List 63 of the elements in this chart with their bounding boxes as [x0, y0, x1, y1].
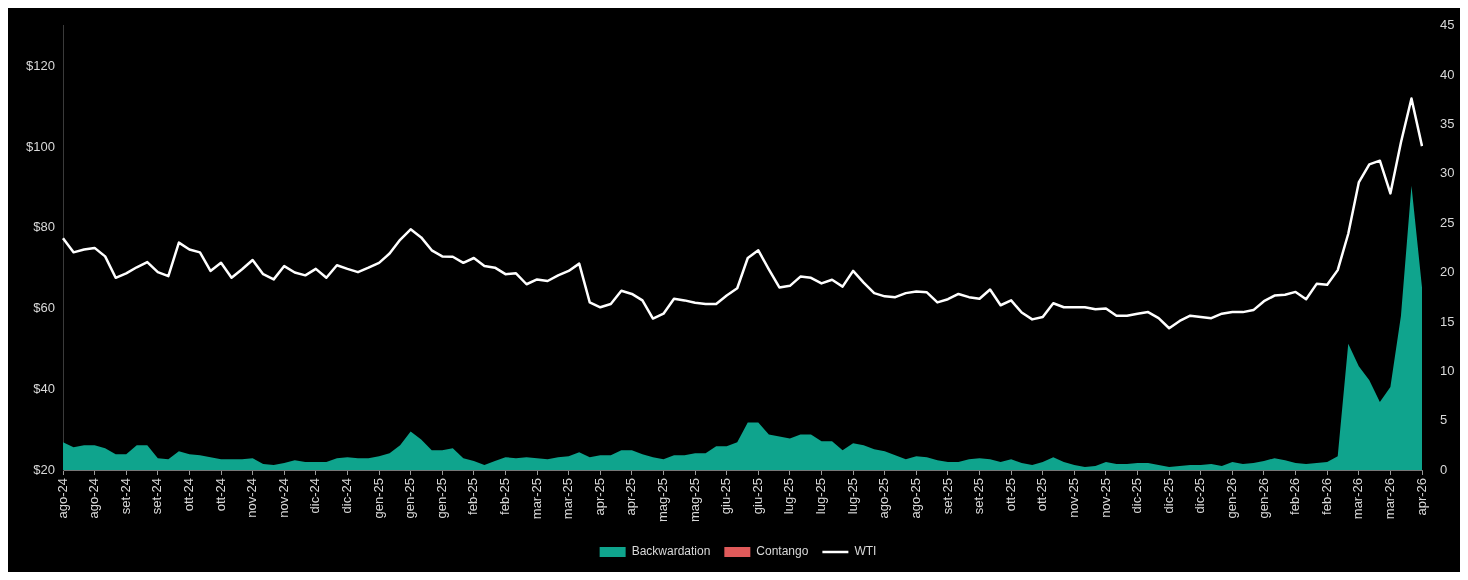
x-tick-label: set-25 — [971, 478, 987, 515]
x-tick-label: feb-26 — [1287, 478, 1303, 515]
y2-tick-label: 45 — [1440, 17, 1455, 33]
legend-label: Contango — [756, 544, 809, 559]
y2-tick-label: 15 — [1440, 313, 1455, 329]
y-tick-label: $120 — [26, 57, 55, 73]
x-tick-label: giu-25 — [749, 478, 765, 515]
y-tick-label: $100 — [26, 138, 55, 154]
x-tick-label: nov-24 — [244, 478, 260, 518]
x-tick-label: feb-25 — [497, 478, 513, 515]
y2-tick-label: 35 — [1440, 116, 1455, 132]
x-tick-label: mag-25 — [686, 478, 702, 523]
x-tick-label: apr-25 — [623, 478, 639, 516]
x-tick-label: feb-25 — [465, 478, 481, 515]
y2-tick-label: 30 — [1440, 165, 1455, 181]
x-tick-label: dic-24 — [307, 478, 323, 514]
x-tick-label: lug-25 — [844, 478, 860, 515]
x-tick-label: nov-25 — [1065, 478, 1081, 518]
x-tick-label: mar-26 — [1350, 478, 1366, 520]
x-tick-label: ott-25 — [1002, 478, 1018, 512]
legend-label: Backwardation — [631, 544, 711, 559]
x-tick-label: giu-25 — [718, 478, 734, 515]
x-tick-label: feb-26 — [1318, 478, 1334, 515]
y2-tick-label: 40 — [1440, 66, 1455, 82]
x-tick-label: dic-25 — [1129, 478, 1145, 514]
y2-tick-label: 25 — [1440, 214, 1455, 230]
x-tick-label: mar-25 — [560, 478, 576, 520]
x-tick-label: ago-25 — [876, 478, 892, 519]
x-tick-label: gen-25 — [433, 478, 449, 519]
x-tick-label: gen-26 — [1223, 478, 1239, 519]
x-tick-label: nov-24 — [275, 478, 291, 518]
x-tick-label: ago-25 — [907, 478, 923, 519]
x-tick-label: dic-24 — [339, 478, 355, 514]
x-tick-label: apr-26 — [1413, 478, 1429, 516]
x-tick-label: gen-25 — [402, 478, 418, 519]
y2-tick-label: 20 — [1440, 264, 1455, 280]
x-tick-label: gen-26 — [1255, 478, 1271, 519]
x-tick-label: set-24 — [117, 478, 133, 515]
y-tick-label: $60 — [33, 300, 55, 316]
x-tick-label: nov-25 — [1097, 478, 1113, 518]
x-tick-label: ago-24 — [54, 478, 70, 519]
x-tick-label: lug-25 — [781, 478, 797, 515]
x-tick-label: set-24 — [149, 478, 165, 515]
x-tick-label: ott-24 — [181, 478, 196, 512]
x-tick-label: mar-25 — [528, 478, 544, 520]
x-tick-label: ago-24 — [86, 478, 102, 519]
y2-tick-label: 0 — [1440, 461, 1448, 477]
y2-tick-label: 10 — [1440, 362, 1455, 378]
x-tick-label: apr-25 — [591, 478, 607, 516]
x-tick-label: lug-25 — [813, 478, 829, 515]
x-tick-label: ott-24 — [212, 478, 228, 512]
x-tick-label: gen-25 — [370, 478, 386, 519]
y-tick-label: $20 — [33, 461, 55, 477]
x-tick-label: mar-26 — [1381, 478, 1397, 520]
x-tick-label: dic-25 — [1192, 478, 1208, 514]
x-tick-label: set-25 — [939, 478, 955, 515]
y-tick-label: $40 — [33, 380, 55, 396]
x-tick-label: dic-25 — [1160, 478, 1176, 514]
legend-label: WTI — [854, 544, 877, 559]
x-tick-label: mag-25 — [655, 478, 671, 523]
x-tick-label: ott-25 — [1034, 478, 1050, 512]
y-tick-label: $80 — [33, 219, 55, 235]
y2-tick-label: 5 — [1440, 412, 1448, 428]
